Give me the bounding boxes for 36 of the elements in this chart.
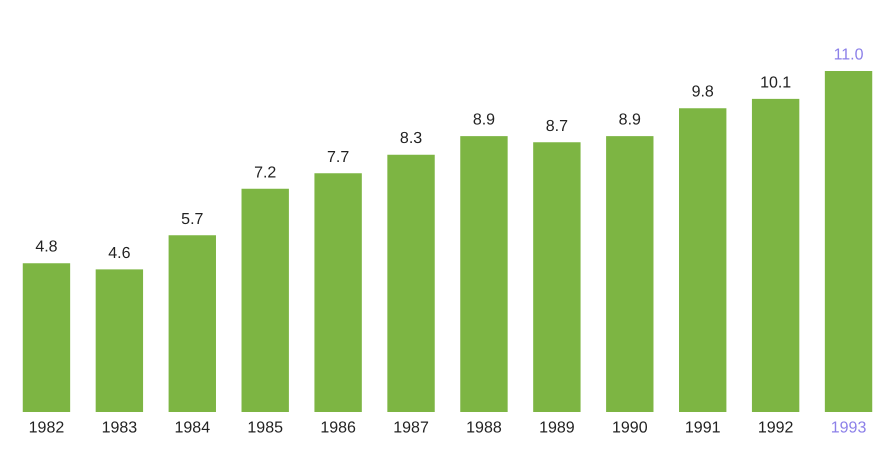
bar	[387, 154, 435, 412]
x-tick-label: 1989	[539, 420, 575, 436]
x-tick-label: 1986	[320, 420, 356, 436]
x-tick-label: 1993	[830, 420, 866, 436]
bar	[314, 173, 362, 412]
bar	[679, 108, 726, 412]
data-label: 11.0	[834, 46, 864, 64]
bar	[606, 136, 654, 412]
data-label: 4.8	[35, 238, 58, 256]
x-tick-label: 1992	[758, 420, 794, 436]
x-tick-label: 1991	[684, 420, 721, 436]
bar	[752, 98, 800, 412]
x-tick-label: 1985	[247, 420, 284, 436]
x-tick-label: 1982	[28, 420, 64, 436]
data-label: 9.8	[692, 84, 714, 101]
x-tick-label: 1988	[466, 420, 502, 436]
bar	[242, 188, 289, 412]
data-label: 8.7	[546, 118, 568, 135]
x-tick-label: 1984	[174, 420, 210, 436]
x-tick-label: 1983	[102, 420, 138, 436]
data-label: 8.9	[472, 112, 496, 129]
data-label: 7.2	[254, 164, 276, 182]
data-label: 8.3	[400, 130, 422, 148]
data-label: 5.7	[181, 210, 204, 228]
x-tick-label: 1987	[393, 420, 429, 436]
bar	[533, 142, 581, 412]
x-tick-label: 1990	[612, 420, 648, 436]
data-label: 7.7	[327, 148, 350, 166]
data-label: 10.1	[760, 74, 792, 92]
bar	[96, 269, 144, 412]
data-label: 8.9	[618, 112, 642, 129]
bar	[824, 71, 872, 412]
data-label: 4.6	[108, 244, 131, 262]
bar	[168, 235, 216, 412]
bar	[460, 136, 508, 412]
bar	[22, 263, 70, 412]
